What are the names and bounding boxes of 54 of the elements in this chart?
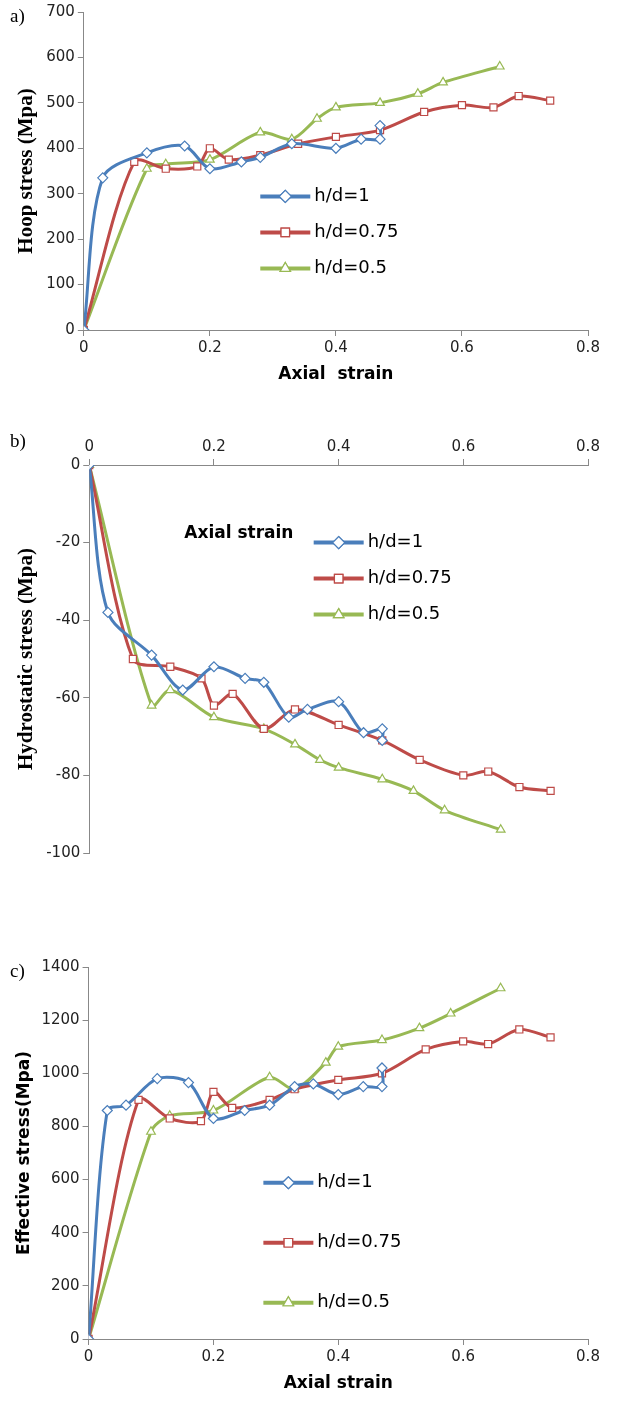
x-axis-title: Axial strain xyxy=(283,1371,393,1392)
x-tick-label: 0.2 xyxy=(201,1346,226,1365)
x-tick-label: 0.8 xyxy=(576,436,600,455)
x-tick-label: 0.4 xyxy=(323,337,348,356)
y-tick-label: 500 xyxy=(46,92,75,111)
legend-label: h/d=0.5 xyxy=(314,256,387,278)
y-tick-label: -100 xyxy=(46,842,81,861)
x-axis-title: Axial strain xyxy=(184,521,294,542)
text: c) xyxy=(10,960,25,983)
y-axis-title: Effective stress(Mpa) xyxy=(12,1051,33,1255)
text: b) xyxy=(10,430,26,453)
y-tick-label: 800 xyxy=(50,1116,80,1135)
x-tick-label: 0 xyxy=(84,436,95,455)
y-tick-label: 1400 xyxy=(41,956,80,975)
y-tick-label: 400 xyxy=(50,1222,80,1241)
legend-label: h/d=1 xyxy=(367,530,424,552)
y-tick-label: 600 xyxy=(46,47,75,66)
y-tick-label: -40 xyxy=(55,610,81,629)
legend-label: h/d=0.75 xyxy=(317,1230,402,1252)
y-tick-label: 400 xyxy=(46,138,75,157)
legend-label: h/d=1 xyxy=(314,184,370,206)
y-tick-label: 200 xyxy=(50,1275,80,1294)
x-tick-label: 0.6 xyxy=(451,436,476,455)
x-tick-label: 0.6 xyxy=(450,337,474,356)
legend-label: h/d=0.5 xyxy=(367,602,441,624)
y-tick-label: -80 xyxy=(55,765,81,784)
y-tick-label: 0 xyxy=(70,1328,80,1347)
y-tick-label: 1200 xyxy=(41,1010,80,1029)
y-tick-label: 100 xyxy=(46,274,75,293)
y-tick-label: 1000 xyxy=(41,1063,80,1082)
y-tick-label: 300 xyxy=(46,183,75,202)
legend-label: h/d=0.75 xyxy=(367,566,452,588)
y-tick-label: 0 xyxy=(65,319,75,338)
y-tick-label: 0 xyxy=(70,454,81,473)
text: a) xyxy=(10,5,25,28)
x-axis-title: Axial strain xyxy=(278,362,394,383)
x-tick-label: 0 xyxy=(83,1346,94,1365)
x-tick-label: 0.2 xyxy=(202,436,226,455)
y-tick-label: 700 xyxy=(46,1,75,20)
y-axis-title: Hydrostatic stress (Mpa) xyxy=(13,547,38,771)
y-axis-title: Hoop stress (Mpa) xyxy=(13,88,38,254)
legend-label: h/d=0.5 xyxy=(317,1290,390,1312)
y-tick-label: -60 xyxy=(55,687,81,706)
x-tick-label: 0.2 xyxy=(197,337,222,356)
y-tick-label: 200 xyxy=(46,229,75,248)
legend-label: h/d=0.75 xyxy=(314,220,399,242)
x-tick-label: 0.4 xyxy=(326,436,351,455)
x-tick-label: 0.4 xyxy=(326,1346,351,1365)
y-tick-label: 600 xyxy=(50,1169,80,1188)
legend-label: h/d=1 xyxy=(317,1170,373,1192)
y-tick-label: -20 xyxy=(55,532,81,551)
x-tick-label: 0.8 xyxy=(576,337,600,356)
x-tick-label: 0.8 xyxy=(576,1346,600,1365)
x-tick-label: 0.6 xyxy=(451,1346,476,1365)
